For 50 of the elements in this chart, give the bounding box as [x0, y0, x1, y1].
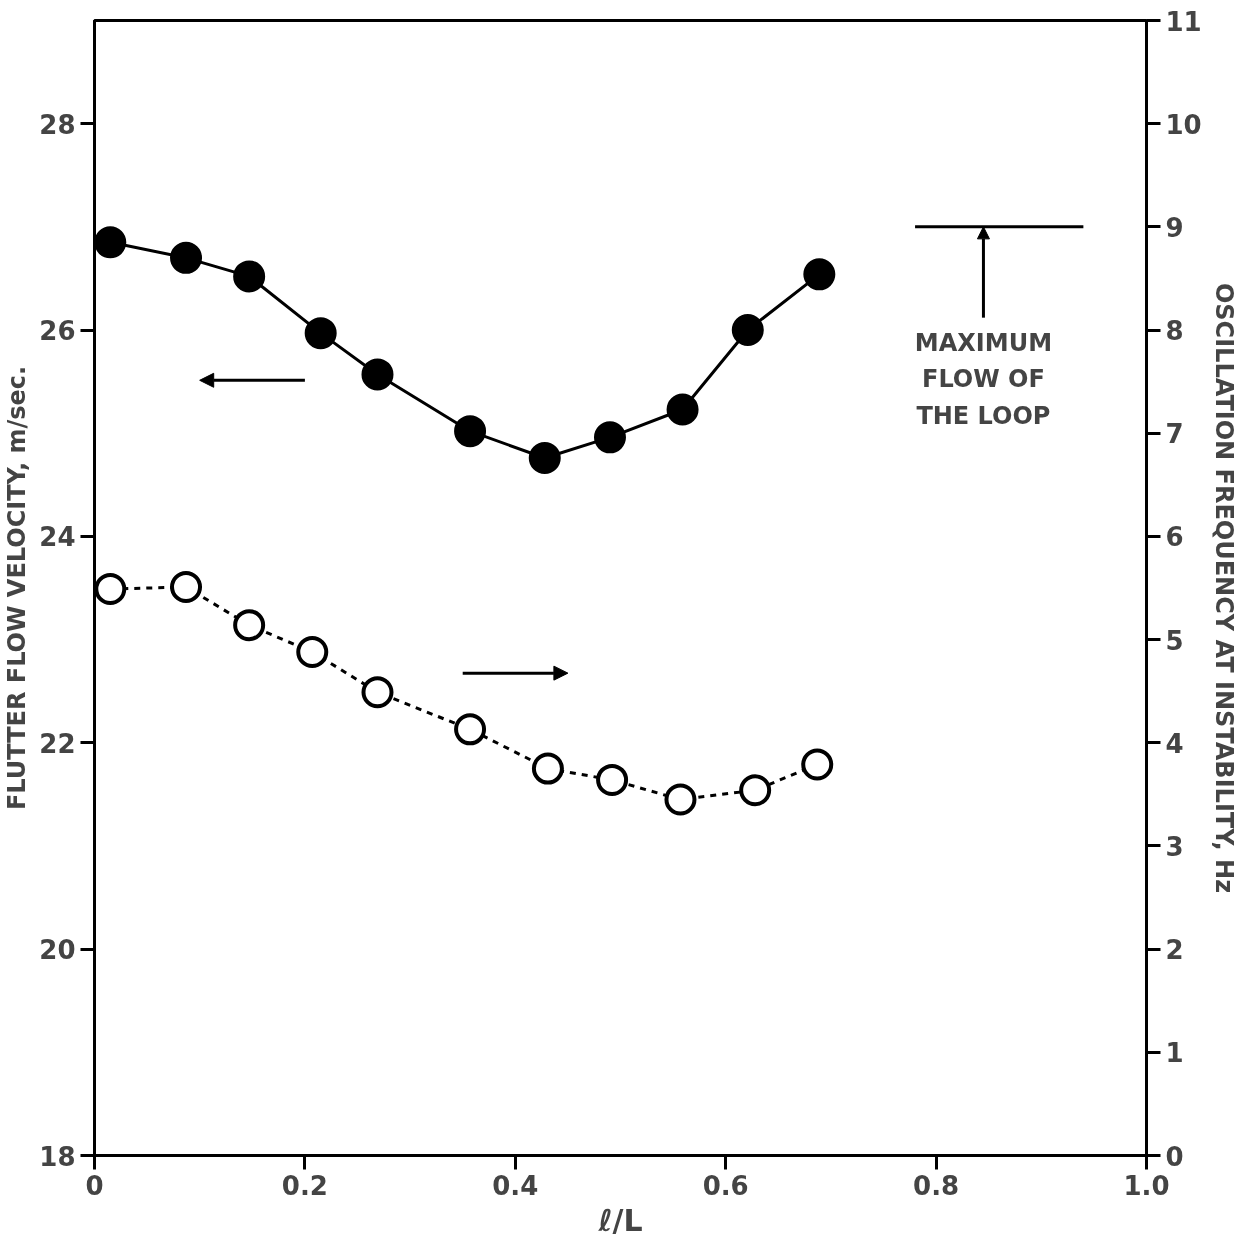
point [803, 258, 836, 291]
point [304, 317, 337, 350]
x-axis-title: ℓ/L [597, 1202, 643, 1238]
y2-tick-label: 2 [1165, 935, 1184, 966]
x-tick-label: 0 [85, 1170, 104, 1201]
y-tick-label: 18 [39, 1141, 76, 1172]
x-tick-label: 0.8 [913, 1170, 960, 1201]
y2-tick-label: 4 [1165, 728, 1184, 759]
y2-tick-label: 0 [1165, 1141, 1184, 1172]
point [454, 415, 487, 448]
point [296, 636, 329, 668]
point [233, 260, 266, 293]
point [94, 573, 127, 605]
point [596, 763, 629, 796]
y-tick-label: 28 [39, 109, 76, 140]
y2-tick-label: 6 [1165, 522, 1184, 553]
point [94, 226, 127, 259]
y2-tick-label: 11 [1165, 6, 1202, 37]
y-tick-label: 20 [39, 935, 76, 966]
y-tick-label: 24 [39, 522, 76, 553]
y2-tick-label: 10 [1165, 109, 1202, 140]
point [664, 783, 697, 816]
x-tick-label: 0.6 [702, 1170, 749, 1201]
y-tick-label: 22 [39, 728, 76, 759]
point [666, 393, 699, 426]
point [731, 314, 764, 347]
x-tick-label: 0.2 [281, 1170, 328, 1201]
y2-tick-label: 9 [1165, 212, 1184, 243]
point [170, 241, 203, 274]
point [361, 358, 394, 391]
y2-tick-label: 1 [1165, 1038, 1184, 1069]
y-axis-title: FLUTTER FLOW VELOCITY, m/sec. [3, 365, 32, 811]
point [531, 752, 564, 785]
point [528, 442, 561, 474]
y2-tick-label: 7 [1165, 419, 1184, 450]
y2-tick-label: 5 [1165, 625, 1184, 656]
point [361, 676, 394, 709]
ref-line-label: MAXIMUM FLOW OF THE LOOP [914, 329, 1053, 430]
point [170, 571, 203, 603]
point [739, 774, 772, 807]
y-tick-label: 26 [39, 316, 76, 347]
point [454, 713, 487, 746]
x-tick-label: 1.0 [1123, 1170, 1170, 1201]
point [801, 748, 834, 781]
y2-tick-label: 8 [1165, 316, 1184, 347]
x-tick-label: 0.4 [492, 1170, 539, 1201]
y2-tick-label: 3 [1165, 831, 1184, 862]
point [233, 609, 266, 642]
y2-axis-title: OSCILLATION FREQUENCY AT INSTABILITY, Hz [1209, 282, 1238, 894]
point [593, 421, 626, 454]
